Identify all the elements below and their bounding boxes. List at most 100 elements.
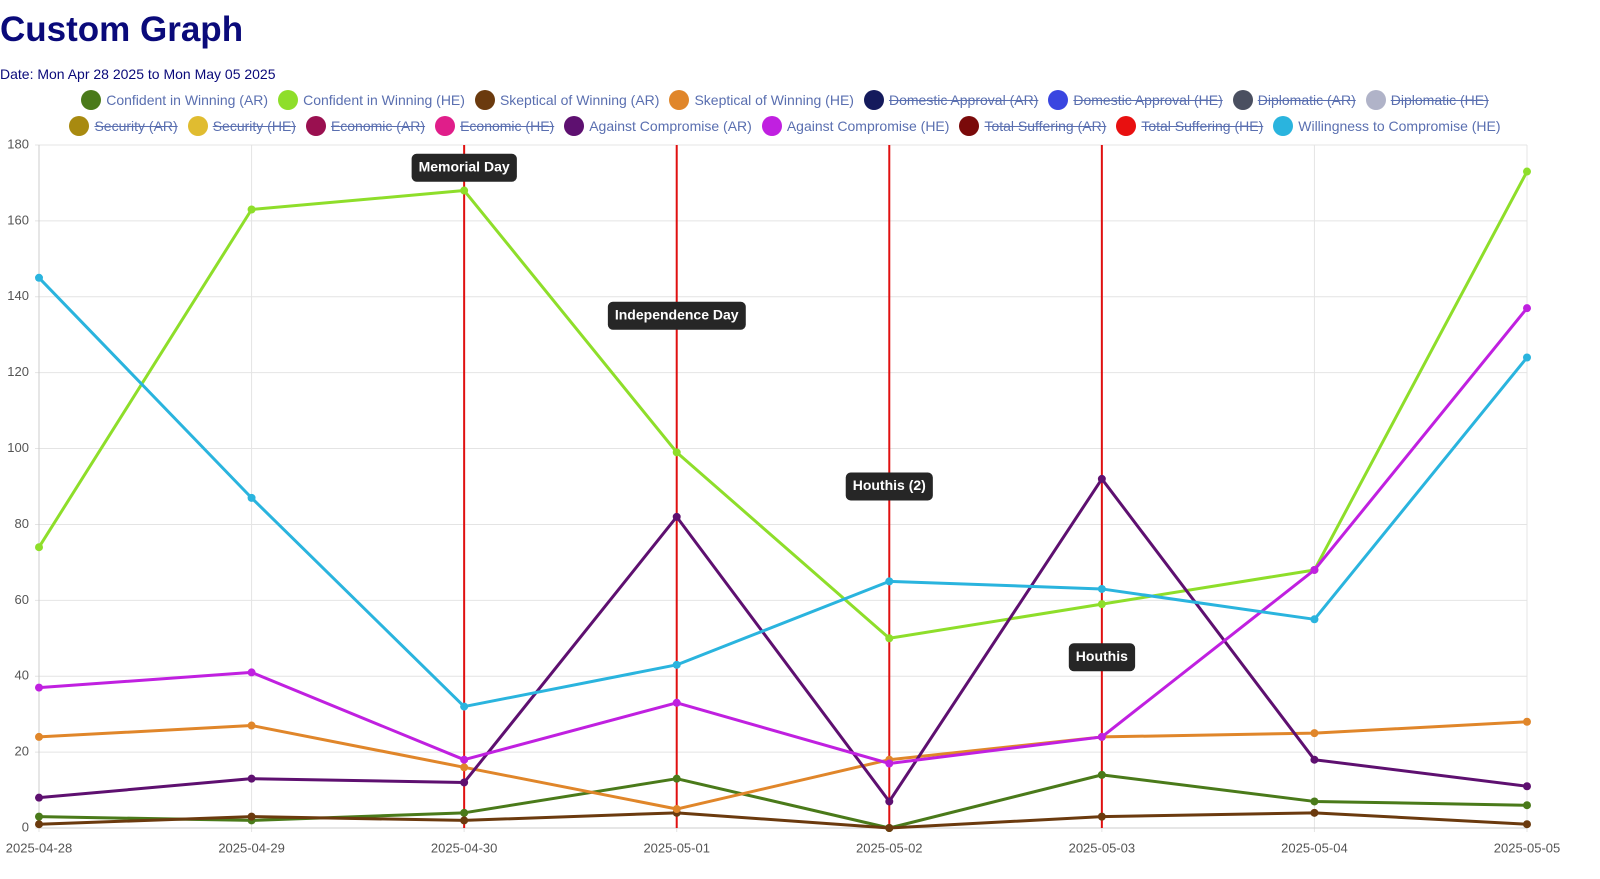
legend-label: Confident in Winning (AR)	[106, 91, 269, 108]
x-tick-label: 2025-04-28	[6, 840, 73, 855]
legend-label: Domestic Approval (HE)	[1073, 91, 1223, 108]
annotation-label: Houthis (2)	[853, 477, 926, 493]
data-point	[1097, 600, 1106, 609]
y-tick-label: 120	[7, 364, 29, 379]
legend-swatch	[474, 89, 495, 110]
data-point	[885, 634, 894, 643]
data-point	[247, 774, 256, 783]
legend-swatch	[69, 115, 90, 136]
legend-item[interactable]: Total Suffering (HE)	[1116, 115, 1263, 136]
x-tick-label: 2025-05-03	[1069, 840, 1136, 855]
legend-swatch	[959, 115, 980, 136]
legend-item[interactable]: Total Suffering (AR)	[959, 115, 1106, 136]
data-point	[672, 805, 681, 814]
legend-swatch	[1116, 115, 1137, 136]
x-tick-label: 2025-05-01	[643, 840, 710, 855]
annotation-box	[607, 301, 746, 330]
series-line	[38, 477, 1528, 803]
data-point	[1523, 820, 1531, 829]
data-point	[460, 186, 469, 195]
annotation: Independence Day	[607, 301, 746, 330]
data-point	[885, 824, 894, 832]
y-tick-label: 40	[15, 668, 29, 683]
y-tick-label: 60	[15, 592, 29, 607]
y-tick-label: 180	[7, 136, 29, 151]
data-point	[35, 273, 43, 282]
data-point	[247, 205, 256, 214]
data-point	[460, 702, 469, 711]
legend-label: Total Suffering (HE)	[1141, 117, 1264, 134]
data-point	[885, 759, 894, 768]
legend-item[interactable]: Security (AR)	[69, 115, 178, 136]
data-point	[460, 808, 469, 817]
legend-swatch	[81, 89, 102, 110]
legend-label: Security (HE)	[212, 117, 296, 134]
data-point	[460, 763, 469, 772]
legend-item[interactable]: Domestic Approval (HE)	[1048, 89, 1223, 110]
legend-label: Diplomatic (AR)	[1257, 91, 1356, 108]
data-point	[1523, 304, 1531, 313]
data-point	[672, 512, 681, 521]
data-point	[1097, 812, 1106, 821]
data-point	[35, 732, 43, 741]
annotation-box	[1068, 643, 1136, 672]
data-point	[1310, 615, 1319, 624]
legend-swatch	[187, 115, 208, 136]
data-point	[1523, 717, 1531, 726]
legend-item[interactable]: Confident in Winning (HE)	[278, 89, 465, 110]
annotation-label: Houthis	[1076, 648, 1128, 664]
legend-item[interactable]: Diplomatic (HE)	[1365, 89, 1489, 110]
legend-swatch	[278, 89, 299, 110]
data-point	[1097, 770, 1106, 779]
data-point	[1310, 808, 1319, 817]
x-tick-label: 2025-04-30	[431, 840, 498, 855]
legend-item[interactable]: Against Compromise (HE)	[761, 115, 950, 136]
legend-item[interactable]: Security (HE)	[187, 115, 296, 136]
data-point	[35, 820, 43, 829]
annotation-box	[845, 472, 933, 501]
series-line	[37, 170, 1529, 640]
legend-item[interactable]: Against Compromise (AR)	[564, 115, 752, 136]
data-point	[35, 793, 43, 802]
data-point	[1097, 584, 1106, 593]
legend-item[interactable]: Confident in Winning (AR)	[81, 89, 268, 110]
legend-label: Economic (AR)	[330, 117, 426, 134]
legend-item[interactable]: Domestic Approval (AR)	[863, 89, 1038, 110]
legend-swatch	[863, 89, 884, 110]
data-point	[460, 816, 469, 825]
y-tick-label: 20	[15, 744, 29, 759]
x-tick-label: 2025-05-04	[1281, 840, 1348, 855]
data-point	[247, 812, 256, 821]
series-line	[38, 811, 1528, 830]
data-point	[1310, 729, 1319, 738]
x-tick-label: 2025-05-05	[1494, 840, 1561, 855]
legend-swatch	[305, 115, 326, 136]
data-point	[35, 683, 43, 692]
data-point	[35, 812, 43, 821]
legend-swatch	[564, 115, 585, 136]
legend-item[interactable]: Diplomatic (AR)	[1232, 89, 1356, 110]
legend-item[interactable]: Economic (AR)	[305, 115, 426, 136]
legend-item[interactable]: Skeptical of Winning (AR)	[474, 89, 659, 110]
data-point	[247, 721, 256, 730]
legend-label: Diplomatic (HE)	[1390, 91, 1489, 108]
y-tick-label: 100	[7, 440, 29, 455]
data-point	[1310, 755, 1319, 764]
legend-label: Willingness to Compromise (HE)	[1298, 117, 1501, 134]
legend-item[interactable]: Willingness to Compromise (HE)	[1273, 115, 1501, 136]
legend-swatch	[1048, 89, 1069, 110]
annotation-label: Memorial Day	[419, 158, 510, 174]
annotation-box	[411, 153, 517, 182]
x-tick-label: 2025-05-02	[856, 840, 923, 855]
y-tick-label: 160	[7, 212, 29, 227]
legend-item[interactable]: Skeptical of Winning (HE)	[669, 89, 854, 110]
legend-swatch	[1365, 89, 1386, 110]
data-point	[885, 797, 894, 806]
data-point	[672, 698, 681, 707]
legend-label: Against Compromise (HE)	[786, 117, 950, 134]
data-point	[35, 543, 43, 552]
legend-swatch	[669, 89, 690, 110]
legend-item[interactable]: Economic (HE)	[435, 115, 554, 136]
